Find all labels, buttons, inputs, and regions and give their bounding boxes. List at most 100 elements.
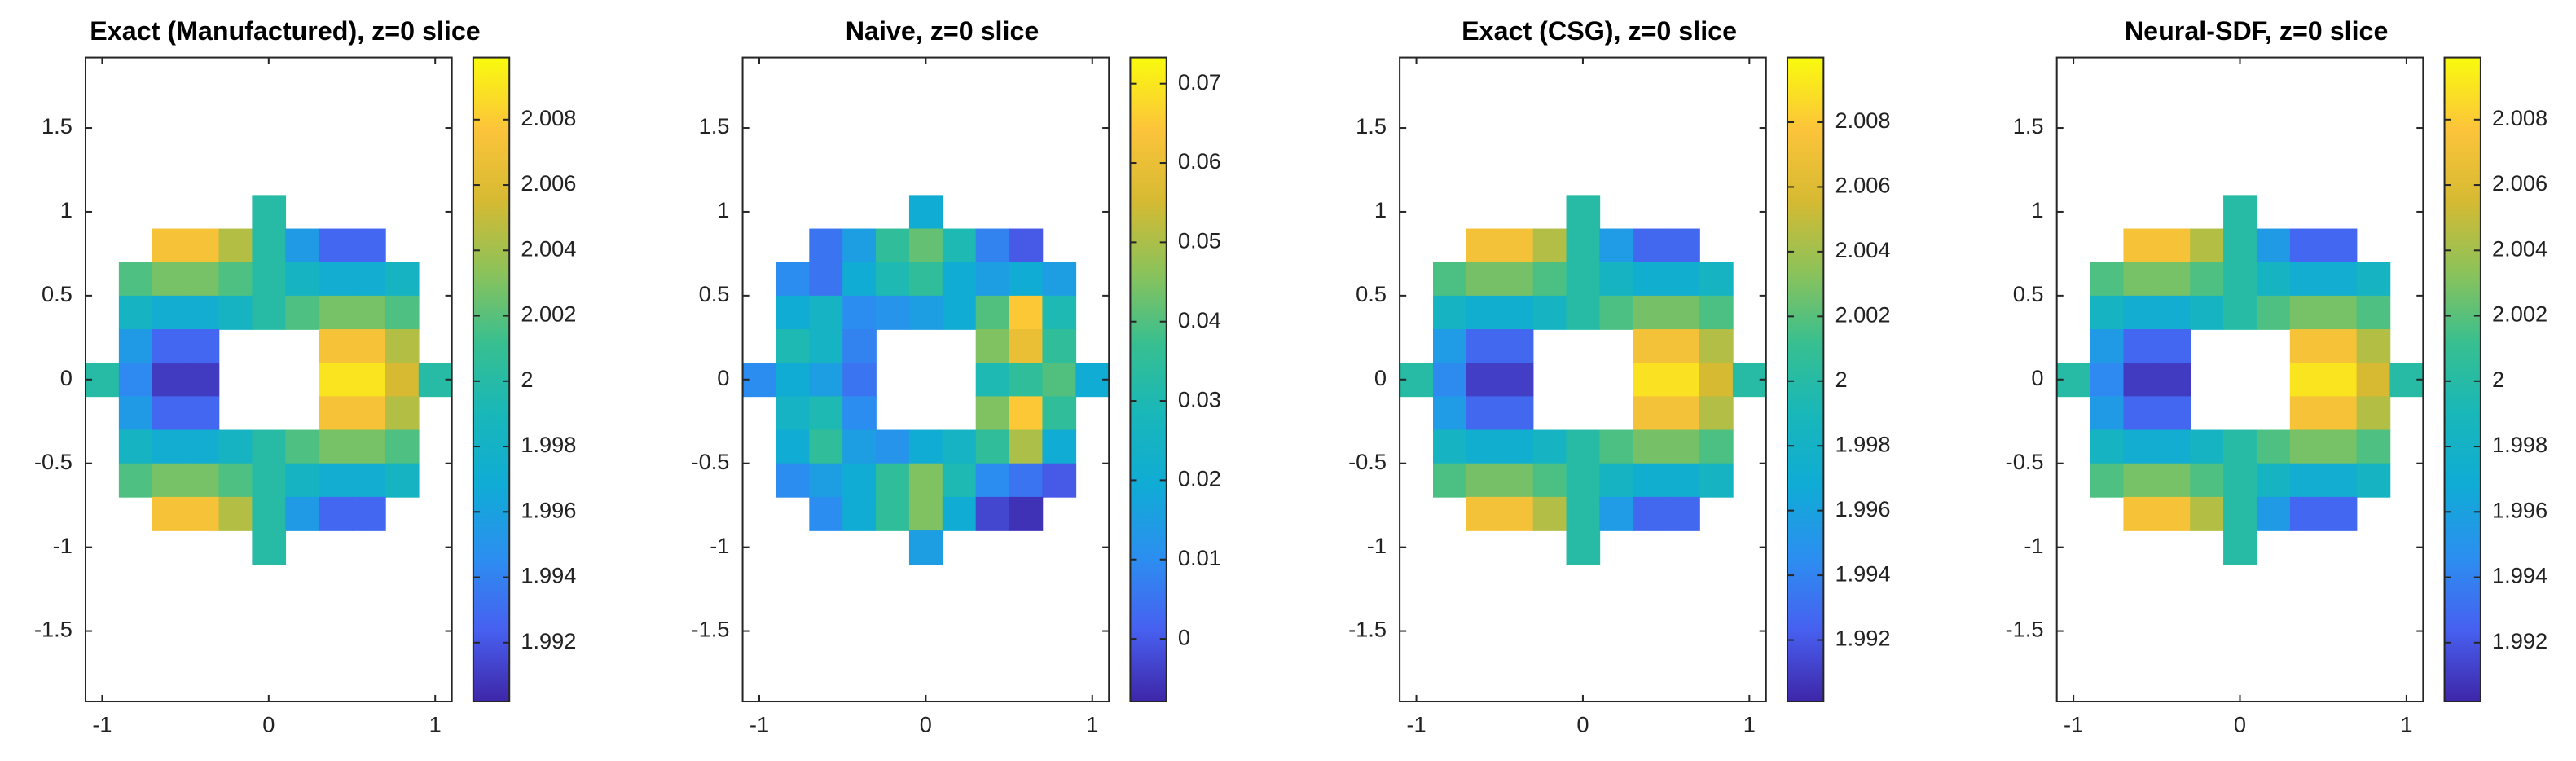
heatmap-cell	[876, 496, 910, 531]
heatmap-cell	[1633, 496, 1667, 531]
heatmap-cell	[876, 463, 910, 498]
heatmap-cell	[908, 295, 943, 330]
heatmap-cell	[1566, 228, 1601, 263]
heatmap-cell	[2156, 262, 2191, 297]
colorbar-tick-label: 1.992	[2492, 628, 2547, 653]
colorbar	[1786, 56, 1825, 703]
heatmap-cell	[842, 463, 877, 498]
colorbar-tick-label: 0.07	[1178, 69, 1221, 95]
heatmap-cell	[2356, 429, 2391, 464]
heatmap-cell	[2289, 429, 2324, 464]
heatmap-cell	[942, 262, 977, 297]
heatmap-cell	[152, 429, 187, 464]
y-tick-label: -1.5	[692, 617, 730, 642]
heatmap-cell	[2223, 530, 2257, 565]
colorbar-tick-label: 2.006	[521, 170, 576, 196]
heatmap-cell	[1499, 228, 1534, 263]
heatmap-cell	[1532, 228, 1567, 263]
heatmap-cell	[2289, 262, 2324, 297]
colorbar-tick-label: 2	[1835, 367, 1847, 392]
heatmap-cell	[1599, 429, 1634, 464]
heatmap-cell	[1432, 463, 1467, 498]
y-tick-label: -0.5	[692, 449, 730, 474]
heatmap-cell	[1633, 429, 1667, 464]
heatmap-cell	[319, 463, 353, 498]
heatmap-cell	[1532, 496, 1567, 531]
heatmap-cell	[1633, 329, 1667, 364]
heatmap-cell	[118, 295, 153, 330]
heatmap-cell	[975, 295, 1010, 330]
heatmap-cell	[385, 463, 420, 498]
y-tick-label: 1.5	[42, 113, 73, 139]
x-tick-label: 1	[1086, 711, 1098, 737]
heatmap-cell	[385, 262, 420, 297]
heatmap-cell	[2190, 295, 2224, 330]
heatmap-cell	[876, 262, 910, 297]
heatmap-cell	[809, 363, 843, 398]
heatmap-cell	[776, 295, 811, 330]
y-tick-label: 1	[717, 197, 729, 222]
heatmap-cell	[252, 195, 287, 230]
heatmap-cell	[1009, 429, 1044, 464]
heatmap-cell	[975, 228, 1010, 263]
heatmap-cell	[942, 496, 977, 531]
heatmap-cell	[2323, 429, 2358, 464]
heatmap-cell	[2156, 396, 2191, 431]
heatmap-cell	[252, 228, 287, 263]
heatmap-cell	[1499, 295, 1534, 330]
heatmap-cell	[118, 429, 153, 464]
colorbar-tick-label: 2.002	[2492, 301, 2547, 327]
heatmap-cell	[1499, 396, 1534, 431]
y-tick-label: -1	[2024, 533, 2043, 558]
heatmap-cell	[2156, 429, 2191, 464]
heatmap-cell	[319, 262, 353, 297]
heatmap-cell	[1633, 363, 1667, 398]
heatmap-cell	[809, 429, 843, 464]
colorbar-tick-label: 2.004	[2492, 235, 2547, 261]
heatmap-cell	[2123, 228, 2158, 263]
heatmap-cell	[842, 396, 877, 431]
heatmap-cell	[385, 329, 420, 364]
heatmap-cell	[809, 295, 843, 330]
heatmap-cell	[776, 262, 811, 297]
heatmap-cell	[2256, 295, 2291, 330]
heatmap-cell	[218, 496, 253, 531]
heatmap-cell	[975, 496, 1010, 531]
x-tick-label: 0	[1576, 711, 1589, 737]
colorbar-tick-label: 0.05	[1178, 228, 1221, 253]
heatmap-cell	[218, 262, 253, 297]
heatmap-cell	[1666, 463, 1700, 498]
colorbar-tick-label: 1.994	[2492, 563, 2547, 588]
heatmap-cell	[2323, 262, 2358, 297]
heatmap-cell	[185, 496, 220, 531]
heatmap-cell	[2090, 429, 2125, 464]
heatmap-cell	[1042, 396, 1077, 431]
heatmap-cell	[152, 363, 187, 398]
heatmap-cell	[2223, 195, 2257, 230]
heatmap-cell	[2289, 396, 2324, 431]
heatmap-cell	[1699, 463, 1734, 498]
y-tick-label: 0	[2031, 365, 2043, 390]
heatmap-cell	[1466, 329, 1501, 364]
heatmap-cell	[352, 295, 386, 330]
heatmap-cell	[285, 463, 319, 498]
heatmap-cell	[2123, 429, 2158, 464]
heatmap-cell	[1042, 429, 1077, 464]
heatmap-cell	[2190, 496, 2224, 531]
heatmap-cell	[2323, 463, 2358, 498]
heatmap-cell	[908, 463, 943, 498]
y-tick-label: -0.5	[1348, 449, 1387, 474]
heatmap-cell	[2090, 329, 2125, 364]
heatmap-cell	[1532, 295, 1567, 330]
heatmap-cell	[842, 496, 877, 531]
heatmap-cell	[2223, 295, 2257, 330]
heatmap-cell	[352, 463, 386, 498]
heatmap-cell	[152, 228, 187, 263]
heatmap-cell	[1499, 429, 1534, 464]
x-tick-label: 1	[429, 711, 442, 737]
heatmap-cell	[2223, 496, 2257, 531]
heatmap-cell	[975, 429, 1010, 464]
heatmap-cell	[152, 329, 187, 364]
